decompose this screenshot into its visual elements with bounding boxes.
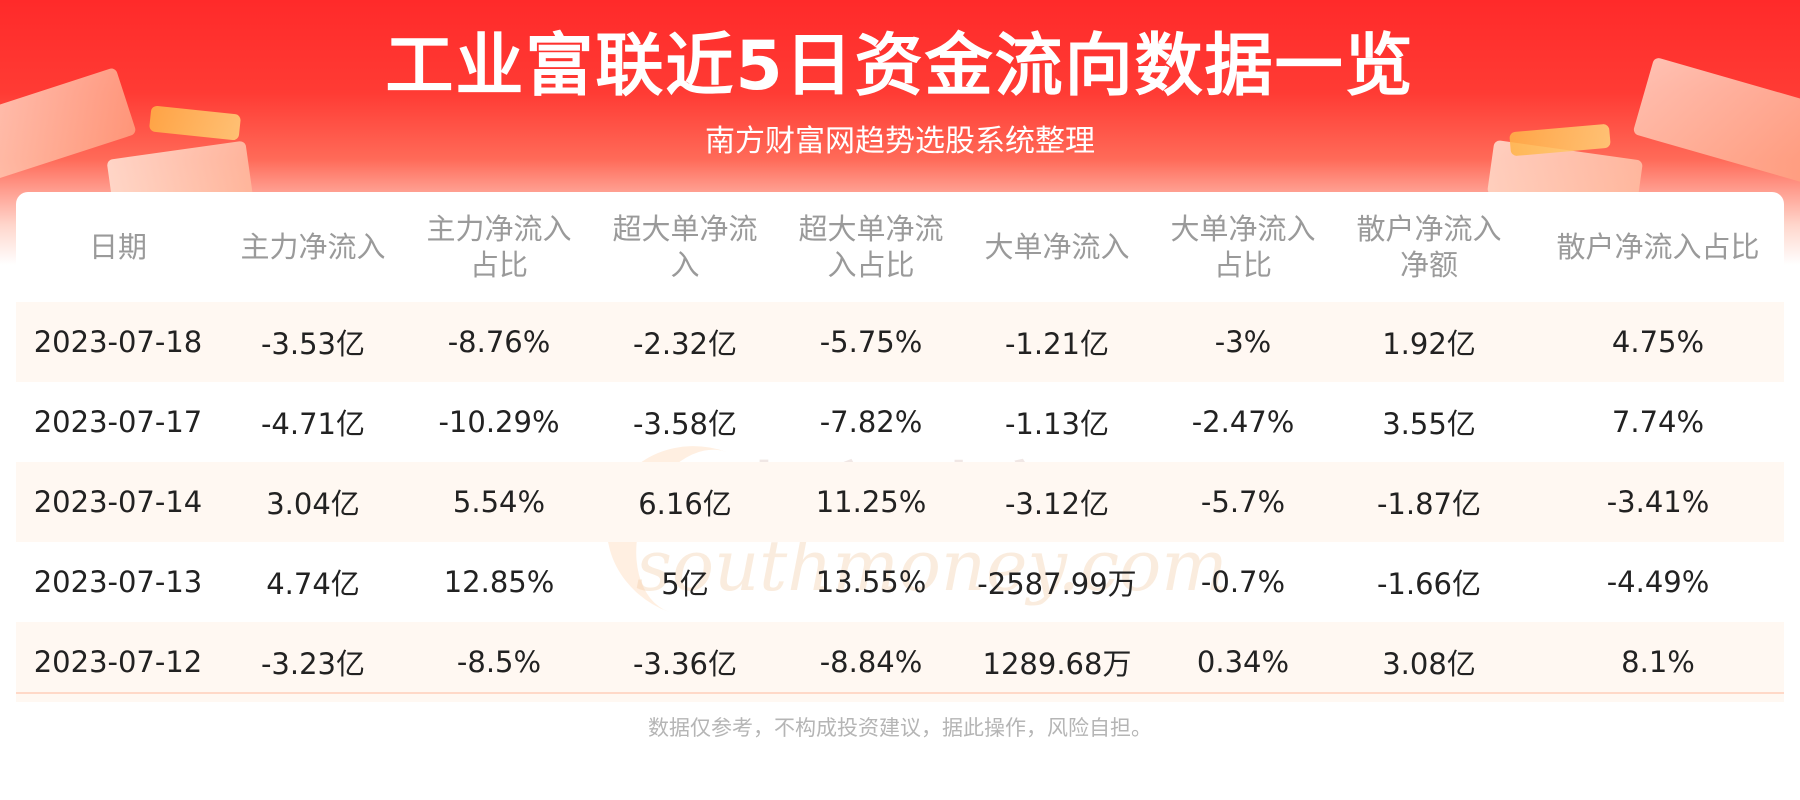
table-header-row: 日期 主力净流入 主力净流入占比 超大单净流入 超大单净流入占比 大单净流入 大单净流入占比…	[16, 192, 1784, 302]
table-row: 2023-07-14 3.04亿 5.54% 6.16亿 11.25% -3.12亿 -5.…	[16, 462, 1784, 542]
value-cell: -0.7%	[1200, 565, 1286, 599]
value-cell: -2.47%	[1191, 405, 1295, 439]
value-cell: -3.41%	[1522, 462, 1784, 542]
table-row: 2023-07-12 -3.23亿 -8.5% -3.36亿 -8.84% 1289.68…	[16, 622, 1784, 702]
column-header: 超大单净流入	[612, 212, 758, 282]
value-cell: -10.29%	[438, 405, 560, 439]
value-cell: 12.85%	[443, 565, 555, 599]
value-cell: -3.36亿	[592, 622, 778, 702]
value-cell: 4.74亿	[266, 567, 360, 601]
column-header: 超大单净流入占比	[798, 212, 944, 282]
column-header: 散户净流入占比	[1556, 230, 1760, 264]
value-cell: 8.1%	[1522, 622, 1784, 702]
page-subtitle: 南方财富网趋势选股系统整理	[705, 124, 1095, 159]
date-cell: 2023-07-13	[33, 565, 203, 599]
table-row: 2023-07-13 4.74亿 12.85% 5亿 13.55% -2587.99万 -0…	[16, 542, 1784, 622]
value-cell: 5亿	[661, 567, 709, 601]
column-header: 大单净流入占比	[1170, 212, 1316, 282]
column-header: 散户净流入净额	[1356, 212, 1502, 282]
column-header: 主力净流入	[240, 230, 386, 264]
value-cell: 3.04亿	[220, 462, 406, 542]
page-title: 工业富联近5日资金流向数据一览	[385, 27, 1415, 106]
value-cell: -3.58亿	[632, 407, 738, 441]
column-header: 大单净流入	[984, 230, 1130, 264]
value-cell: 3.08亿	[1336, 622, 1522, 702]
value-cell: -8.76%	[406, 302, 592, 382]
value-cell: -3%	[1150, 302, 1336, 382]
table-body: 2023-07-18 -3.53亿 -8.76% -2.32亿 -5.75% -1.21亿…	[16, 302, 1784, 702]
value-cell: -8.5%	[406, 622, 592, 702]
value-cell: -1.87亿	[1336, 462, 1522, 542]
value-cell: 6.16亿	[592, 462, 778, 542]
value-cell: -5.7%	[1150, 462, 1336, 542]
column-header: 日期	[88, 230, 147, 264]
value-cell: 4.75%	[1522, 302, 1784, 382]
date-cell: 2023-07-14	[16, 462, 220, 542]
value-cell: -4.49%	[1606, 565, 1710, 599]
value-cell: 0.34%	[1150, 622, 1336, 702]
fund-flow-table: 日期 主力净流入 主力净流入占比 超大单净流入 超大单净流入占比 大单净流入 大单净流入占比…	[16, 192, 1784, 702]
value-cell: 1289.68万	[964, 622, 1150, 702]
value-cell: 1.92亿	[1336, 302, 1522, 382]
value-cell: -5.75%	[778, 302, 964, 382]
table-row: 2023-07-17 -4.71亿 -10.29% -3.58亿 -7.82% -1.13…	[16, 382, 1784, 462]
value-cell: -1.13亿	[1004, 407, 1110, 441]
table-row: 2023-07-18 -3.53亿 -8.76% -2.32亿 -5.75% -1.21亿…	[16, 302, 1784, 382]
disclaimer-text: 数据仅参考，不构成投资建议，据此操作，风险自担。	[648, 716, 1152, 740]
value-cell: -3.53亿	[220, 302, 406, 382]
data-table-card: 南方财富网 southmoney.com 日期主力净流入主力净流入占比超大单净流…	[16, 192, 1784, 800]
value-cell: -2587.99万	[977, 567, 1137, 601]
value-cell: -3.12亿	[964, 462, 1150, 542]
value-cell: -4.71亿	[260, 407, 366, 441]
value-cell: -3.23亿	[220, 622, 406, 702]
value-cell: 11.25%	[778, 462, 964, 542]
value-cell: -1.66亿	[1376, 567, 1482, 601]
value-cell: -1.21亿	[964, 302, 1150, 382]
value-cell: 5.54%	[406, 462, 592, 542]
value-cell: -2.32亿	[592, 302, 778, 382]
column-header: 主力净流入占比	[426, 212, 572, 282]
date-cell: 2023-07-18	[16, 302, 220, 382]
value-cell: -8.84%	[778, 622, 964, 702]
value-cell: 3.55亿	[1382, 407, 1476, 441]
value-cell: 7.74%	[1611, 405, 1705, 439]
value-cell: 13.55%	[815, 565, 927, 599]
footer-divider	[16, 692, 1784, 694]
value-cell: -7.82%	[819, 405, 923, 439]
date-cell: 2023-07-12	[16, 622, 220, 702]
date-cell: 2023-07-17	[33, 405, 203, 439]
